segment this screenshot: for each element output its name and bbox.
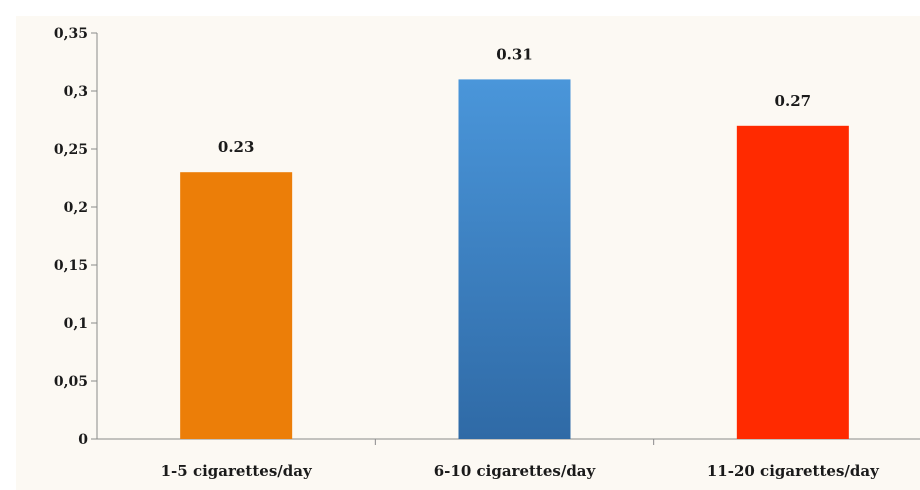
x-category-label-1: 1-5 cigarettes/day — [161, 462, 313, 480]
y-tick-label: 0 — [78, 432, 88, 448]
y-tick-label: 0,1 — [64, 316, 88, 332]
bars — [180, 79, 849, 440]
x-category-label-2: 6-10 cigarettes/day — [434, 462, 597, 480]
y-tick-label: 0,3 — [64, 84, 88, 100]
bar-3 — [736, 125, 849, 440]
y-tick-label: 0,35 — [54, 26, 88, 42]
y-tick-label: 0,2 — [64, 200, 88, 216]
data-label-1: 0.23 — [218, 138, 255, 156]
labels: 0 0,05 0,1 0,15 0,2 0,25 0,3 0,35 0.23 1-5 cigare… — [54, 26, 880, 480]
bar-2 — [458, 79, 571, 440]
data-label-3: 0.27 — [775, 92, 812, 110]
bar-1 — [180, 172, 293, 439]
y-tick-label: 0,05 — [54, 374, 88, 390]
y-tick-label: 0,15 — [54, 258, 88, 274]
y-tick-label: 0,25 — [54, 142, 88, 158]
data-label-2: 0.31 — [496, 45, 533, 63]
x-category-label-3: 11-20 cigarettes/day — [707, 462, 880, 480]
